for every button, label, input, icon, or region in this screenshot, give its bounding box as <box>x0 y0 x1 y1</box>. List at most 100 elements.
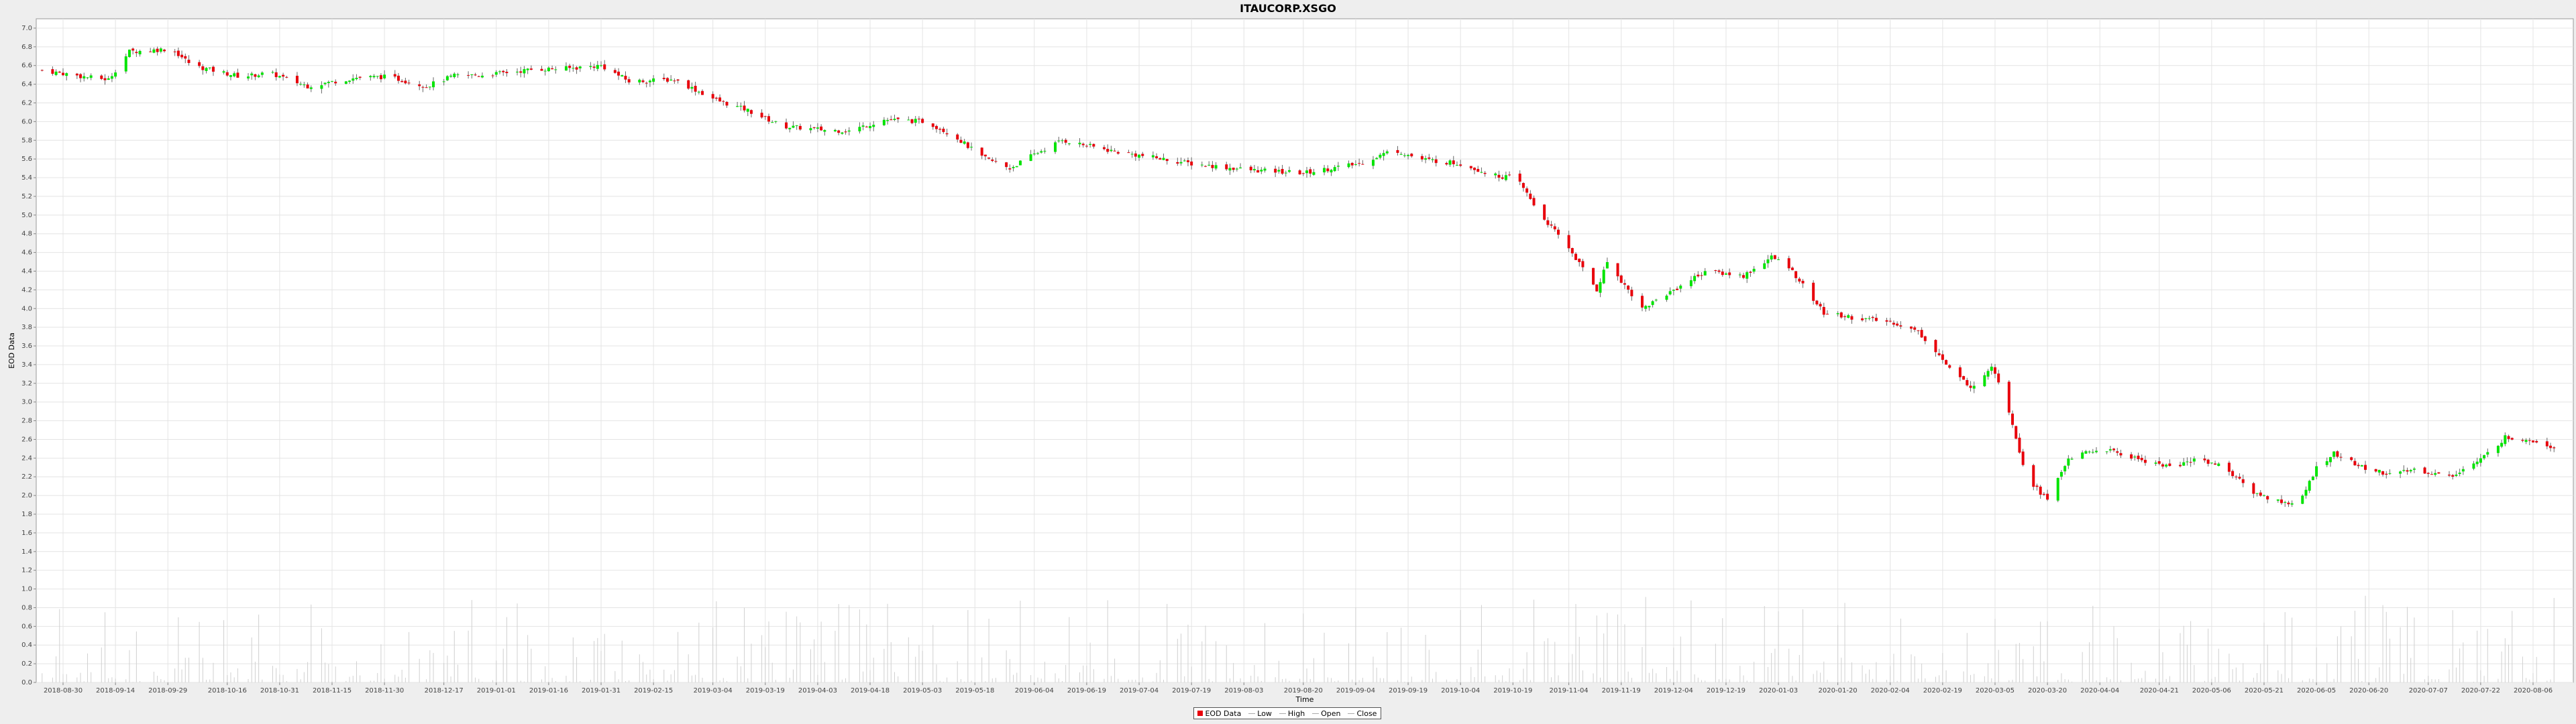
candle-body <box>494 72 498 75</box>
candle-body <box>1627 286 1630 290</box>
candle-body <box>1871 316 1874 318</box>
y-tick-label: 3.2 <box>21 380 32 387</box>
x-tick-label: 2019-05-03 <box>903 687 942 695</box>
y-tick-label: 0.0 <box>21 679 32 686</box>
candle-body <box>344 81 347 84</box>
candle-body <box>882 119 885 125</box>
y-tick-label: 1.0 <box>21 586 32 593</box>
candle-body <box>2451 475 2455 477</box>
candle-body <box>1605 261 1609 269</box>
candle-body <box>1249 166 1252 171</box>
candle-body <box>526 68 529 70</box>
candle-body <box>2112 448 2116 450</box>
x-tick-label: 2019-03-04 <box>694 687 733 695</box>
y-tick-label: 3.4 <box>21 361 32 369</box>
candle-body <box>2353 461 2357 466</box>
candle-body <box>1724 273 1727 275</box>
candle-body <box>1232 168 1235 170</box>
x-tick-label: 2019-01-16 <box>529 687 568 695</box>
candle-body <box>844 131 847 133</box>
candle-body <box>2140 457 2143 461</box>
candle-body <box>2461 469 2465 472</box>
y-tick-label: 4.8 <box>21 231 32 238</box>
candle-body <box>1819 304 1822 307</box>
candle-body <box>65 73 68 76</box>
candle-body <box>760 113 763 118</box>
candle-body <box>1958 367 1962 377</box>
candle-body <box>2360 465 2363 467</box>
legend-item-close: Close <box>1348 709 1377 718</box>
candle-body <box>554 69 557 70</box>
candle-body <box>648 80 651 82</box>
candle-body <box>1452 160 1455 164</box>
candle-body <box>1703 271 1707 276</box>
candle-body <box>1385 151 1389 154</box>
candle-body <box>1567 235 1570 249</box>
candle-body <box>1990 366 1993 371</box>
candle-body <box>540 68 543 71</box>
candle-body <box>1969 385 1972 388</box>
candle-body <box>987 158 991 159</box>
candle-body <box>2056 478 2059 501</box>
legend-item-open: Open <box>1312 709 1341 718</box>
candle-body <box>624 76 627 80</box>
candle-body <box>467 74 470 76</box>
candle-body <box>1361 164 1364 165</box>
candle-body <box>306 84 309 88</box>
candle-body <box>568 66 572 68</box>
candle-body <box>1892 322 1895 325</box>
candle-body <box>2046 493 2049 500</box>
candle-body <box>2182 462 2186 466</box>
candle-body <box>1008 168 1012 170</box>
y-tick-label: 6.2 <box>21 99 32 107</box>
candle-body <box>694 86 697 92</box>
candle-body <box>331 80 334 82</box>
candle-body <box>564 66 568 71</box>
candle-body <box>1256 170 1260 173</box>
candle-body <box>1379 154 1382 158</box>
candle-body <box>152 49 156 53</box>
candle-body <box>1382 153 1385 156</box>
candle-body <box>2483 455 2486 459</box>
y-tick-label: 0.6 <box>21 623 32 630</box>
candle-body <box>222 71 225 73</box>
candle-body <box>749 110 753 114</box>
candle-body <box>2381 471 2385 475</box>
candle-body <box>1054 142 1057 152</box>
candle-body <box>2105 451 2108 452</box>
candle-body <box>1228 168 1232 171</box>
x-tick-label: 2018-09-29 <box>148 687 187 695</box>
candle-body <box>1155 156 1159 158</box>
candle-body <box>1494 173 1497 176</box>
candle-body <box>1864 318 1868 319</box>
candle-body <box>2035 485 2039 487</box>
candle-body <box>2161 464 2164 467</box>
candle-body <box>2409 470 2412 472</box>
x-tick-label: 2020-02-04 <box>1871 687 1910 695</box>
candle-body <box>697 91 700 93</box>
candle-body <box>75 73 78 76</box>
candle-body <box>886 119 890 121</box>
y-tick-label: 1.8 <box>21 511 32 518</box>
candle-body <box>1203 166 1207 167</box>
candle-body <box>1721 272 1724 276</box>
candle-body <box>823 130 826 132</box>
candle-body <box>1847 315 1850 318</box>
candle-body <box>156 48 159 52</box>
candle-body <box>379 75 382 80</box>
candle-body <box>592 66 596 68</box>
candle-body <box>1909 326 1913 329</box>
candle-body <box>2507 436 2510 439</box>
x-tick-label: 2018-10-31 <box>260 687 299 695</box>
candle-body <box>1301 173 1305 174</box>
candle-body <box>959 139 963 143</box>
candle-body <box>176 50 180 56</box>
candle-body <box>1085 145 1088 147</box>
candle-body <box>1599 282 1602 293</box>
x-tick-label: 2018-11-30 <box>365 687 404 695</box>
candle-body <box>1298 170 1301 175</box>
y-tick-label: 5.2 <box>21 193 32 200</box>
candle-body <box>2137 455 2140 459</box>
x-tick-label: 2019-04-03 <box>798 687 837 695</box>
candle-body <box>1602 269 1605 284</box>
